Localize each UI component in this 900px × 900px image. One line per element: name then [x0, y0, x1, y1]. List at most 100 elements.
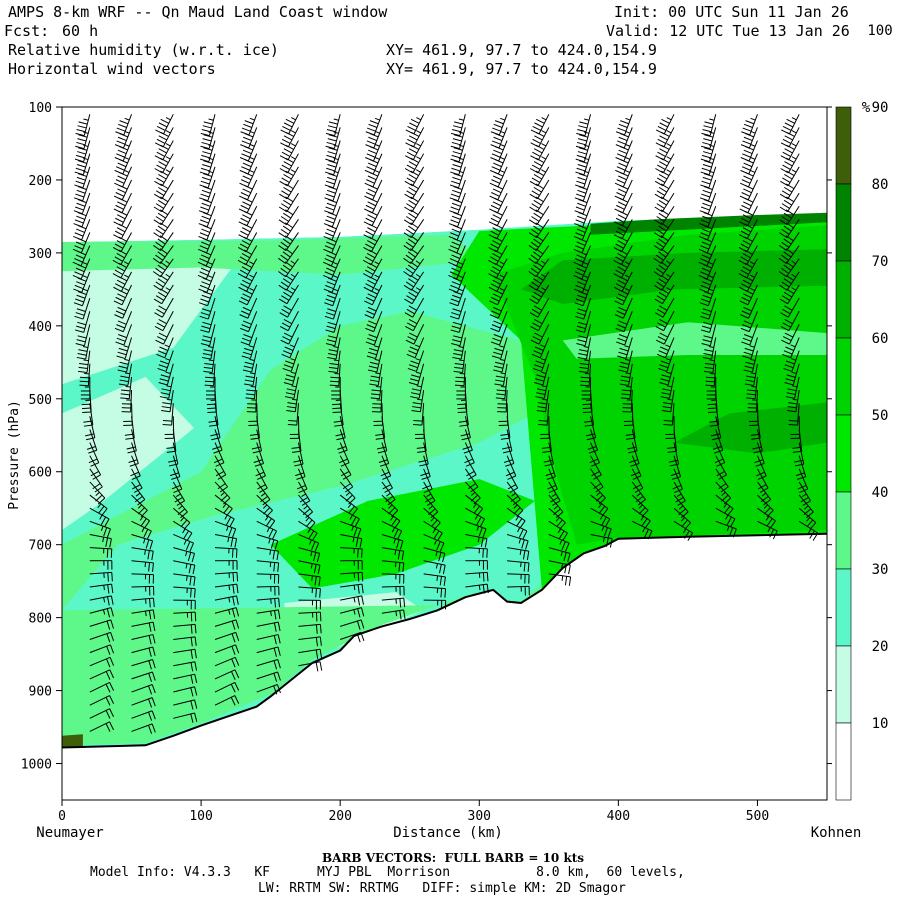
colorbar-label: 80 [872, 177, 889, 193]
wind-barb [131, 507, 150, 529]
wind-barb [614, 192, 633, 214]
wind-barb [673, 481, 686, 506]
wind-barb [153, 179, 174, 200]
wind-barb [423, 599, 447, 610]
wind-barb [739, 219, 758, 240]
wind-barb [529, 179, 550, 200]
wind-barb [381, 520, 403, 540]
wind-barb [528, 232, 550, 251]
wind-barb [738, 258, 758, 279]
wind-barb [328, 350, 341, 373]
wind-barb [378, 442, 390, 467]
wind-barb [780, 311, 800, 332]
wind-barb [423, 481, 436, 506]
wind-barb [448, 232, 466, 254]
wind-barb [239, 153, 258, 175]
wind-barb [779, 205, 800, 226]
wind-barb [365, 324, 383, 346]
wind-barb [89, 583, 114, 594]
wind-barb [654, 284, 675, 305]
wind-barb [654, 192, 675, 213]
wind-barb [381, 507, 401, 529]
wind-barb [199, 166, 216, 189]
wind-barb [89, 681, 114, 693]
wind-barb [298, 599, 321, 610]
wind-barb [120, 376, 133, 400]
wind-barb [278, 271, 299, 291]
wind-barb [298, 661, 323, 672]
wind-barb [214, 455, 227, 480]
wind-barb [154, 153, 174, 174]
wind-barb [740, 127, 758, 149]
wind-barb [405, 311, 425, 332]
wind-barb [121, 390, 133, 413]
wind-barb [131, 671, 156, 682]
wind-barb [256, 609, 281, 620]
wind-barb [200, 311, 216, 333]
wind-barb [256, 481, 271, 506]
wind-barb [280, 114, 299, 135]
wind-barb [757, 481, 772, 506]
wind-barb [298, 586, 321, 598]
wind-barb [89, 468, 103, 493]
forecast-label: Fcst: [4, 22, 50, 40]
wind-barb [781, 114, 800, 135]
wind-barb [279, 297, 299, 318]
wind-barb [278, 245, 299, 264]
wind-barb [631, 481, 646, 506]
wind-barb [503, 442, 515, 467]
wind-barb [131, 697, 156, 708]
colorbar-label: 60 [872, 331, 889, 347]
wind-barb [173, 623, 197, 634]
wind-barb [780, 297, 800, 318]
wind-barb [204, 363, 216, 387]
wind-barb [256, 684, 281, 695]
wind-barb [173, 520, 193, 541]
wind-barb [155, 114, 174, 135]
wind-barb [506, 520, 528, 540]
wind-barb [89, 560, 113, 570]
wind-barb [256, 585, 280, 596]
wind-barb [89, 631, 115, 643]
colorbar-swatch [835, 568, 852, 647]
wind-barb [715, 455, 727, 480]
wind-barb [89, 455, 102, 480]
wind-barb [740, 311, 758, 333]
y-tick-label: 900 [29, 685, 52, 700]
wind-barb [754, 442, 765, 467]
wind-barb [615, 311, 633, 333]
wind-barb [739, 179, 758, 201]
wind-barb [410, 376, 425, 399]
wind-barb [323, 232, 341, 254]
wind-barb [450, 311, 466, 333]
wind-barb [488, 232, 508, 253]
wind-barb [244, 363, 258, 386]
wind-barbs-layer [72, 114, 819, 734]
wind-barb [489, 284, 508, 306]
wind-barb [712, 429, 724, 454]
wind-barb [506, 481, 521, 506]
wind-barb [173, 611, 197, 622]
wind-barb [548, 560, 571, 575]
wind-barb [548, 547, 571, 563]
wind-barb [788, 403, 800, 426]
wind-barb [700, 140, 717, 163]
wind-barb [371, 390, 383, 413]
wind-barb [613, 245, 633, 266]
wind-barb [590, 468, 604, 493]
wind-barb [153, 219, 174, 239]
wind-barb [673, 520, 694, 541]
wind-barb [214, 656, 240, 668]
wind-barb [741, 324, 758, 346]
wind-barb [75, 324, 91, 347]
wind-barb [403, 245, 425, 264]
wind-barb [156, 337, 174, 359]
wind-barb [298, 547, 321, 563]
x-endpoint-left: Neumayer [36, 825, 103, 841]
wind-barb [113, 271, 132, 292]
init-time: Init: 00 UTC Sun 11 Jan 26 [614, 3, 849, 21]
wind-barb [700, 153, 717, 176]
wind-barb [465, 520, 487, 538]
wind-barb [298, 494, 313, 519]
wind-barb [340, 595, 365, 606]
